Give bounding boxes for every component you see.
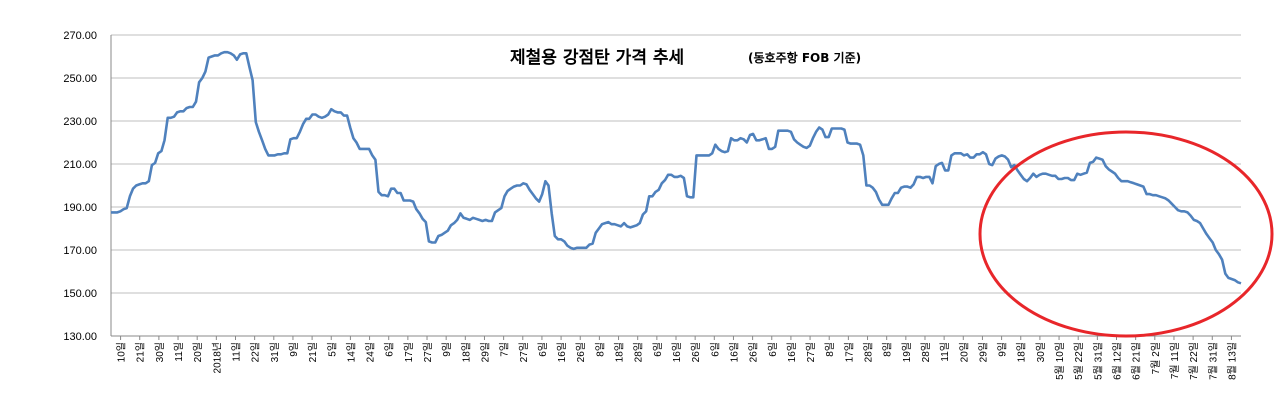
x-tick-label: 19일 (901, 342, 913, 362)
chart-title: 제철용 강점탄 가격 추세 (510, 48, 684, 68)
x-tick-label: 27일 (518, 342, 530, 362)
x-tick-label: 27일 (422, 342, 434, 362)
x-tick-label: 28일 (633, 342, 645, 362)
x-tick-label: 6일 (767, 342, 779, 357)
x-tick-label: 21일 (135, 342, 147, 362)
x-tick-label: 2018년 (211, 342, 223, 373)
x-tick-label: 8일 (594, 342, 606, 357)
x-tick-label: 26일 (575, 342, 587, 362)
x-tick-label: 28일 (863, 342, 875, 362)
y-tick-label: 270.00 (63, 30, 97, 42)
x-tick-label: 16일 (556, 342, 568, 362)
x-tick-label: 20일 (958, 342, 970, 362)
chart-subtitle: (동호주항 FOB 기준) (748, 50, 861, 65)
x-tick-label: 29일 (479, 342, 491, 362)
series-line (111, 50, 1242, 285)
x-tick-label: 18일 (614, 342, 626, 362)
y-tick-label: 170.00 (63, 245, 97, 257)
x-tick-label: 7월 11일 (1169, 342, 1181, 379)
x-tick-label: 7월 31일 (1207, 342, 1219, 380)
x-tick-label: 27일 (805, 342, 817, 362)
x-tick-label: 6일 (537, 342, 549, 357)
x-tick-label: 5월 10일 (1054, 342, 1066, 380)
x-tick-label: 20일 (192, 342, 204, 362)
y-tick-label: 130.00 (63, 331, 97, 343)
x-tick-label: 5월 31일 (1092, 342, 1104, 380)
x-tick-label: 29일 (977, 342, 989, 362)
highlight-ellipse (978, 130, 1274, 338)
x-tick-label: 6월 12일 (1112, 342, 1124, 380)
x-tick-label: 16일 (671, 342, 683, 362)
x-tick-label: 9일 (288, 342, 300, 357)
y-tick-label: 210.00 (63, 159, 97, 171)
x-tick-label: 11일 (939, 342, 951, 362)
x-tick-label: 18일 (1016, 342, 1028, 362)
x-tick-label: 26일 (690, 342, 702, 362)
x-tick-label: 31일 (269, 342, 281, 362)
x-tick-label: 18일 (460, 342, 472, 362)
x-tick-label: 22일 (250, 342, 262, 362)
x-tick-label: 6일 (709, 342, 721, 357)
x-tick-label: 9일 (441, 342, 453, 357)
x-tick-label: 28일 (920, 342, 932, 362)
x-tick-label: 8일 (824, 342, 836, 357)
y-tick-label: 250.00 (63, 73, 97, 85)
x-tick-label: 30일 (1035, 342, 1047, 362)
x-tick-label: 16일 (728, 342, 740, 362)
x-axis-tick-labels: 10일 21일 30일 11일 20일 2018년 11일 22일 31일 9일 21일 5일 14일 2… (116, 336, 1238, 380)
y-tick-label: 230.00 (63, 116, 97, 128)
x-tick-label: 5월 22일 (1073, 342, 1085, 380)
x-tick-label: 17일 (843, 342, 855, 362)
x-tick-label: 8일 (882, 342, 894, 357)
grid-lines (110, 34, 1241, 337)
x-tick-label: 7월 2일 (1150, 342, 1162, 374)
series-group (111, 50, 1242, 285)
x-tick-label: 10일 (116, 342, 128, 362)
x-tick-label: 16일 (786, 342, 798, 362)
x-tick-label: 8월 13일 (1226, 342, 1238, 380)
x-tick-label: 26일 (748, 342, 760, 362)
x-tick-label: 21일 (307, 342, 319, 362)
x-tick-label: 14일 (345, 342, 357, 362)
y-tick-label: 190.00 (63, 202, 97, 214)
x-tick-label: 24일 (365, 342, 377, 362)
x-tick-label: 17일 (403, 342, 415, 362)
x-tick-label: 30일 (154, 342, 166, 362)
y-axis-tick-labels: 130.00 150.00 170.00 190.00 210.00 230.00 250.… (63, 30, 97, 343)
x-tick-label: 6일 (652, 342, 664, 357)
x-tick-label: 6월 21일 (1131, 342, 1143, 380)
x-tick-label: 6일 (384, 342, 396, 357)
x-tick-label: 7일 (499, 342, 511, 357)
x-tick-label: 5일 (326, 342, 338, 357)
x-tick-label: 9일 (997, 342, 1009, 357)
x-tick-label: 11일 (230, 342, 242, 362)
x-tick-label: 11일 (173, 342, 185, 362)
x-tick-label: 7월 22일 (1188, 342, 1200, 380)
y-tick-label: 150.00 (63, 288, 97, 300)
